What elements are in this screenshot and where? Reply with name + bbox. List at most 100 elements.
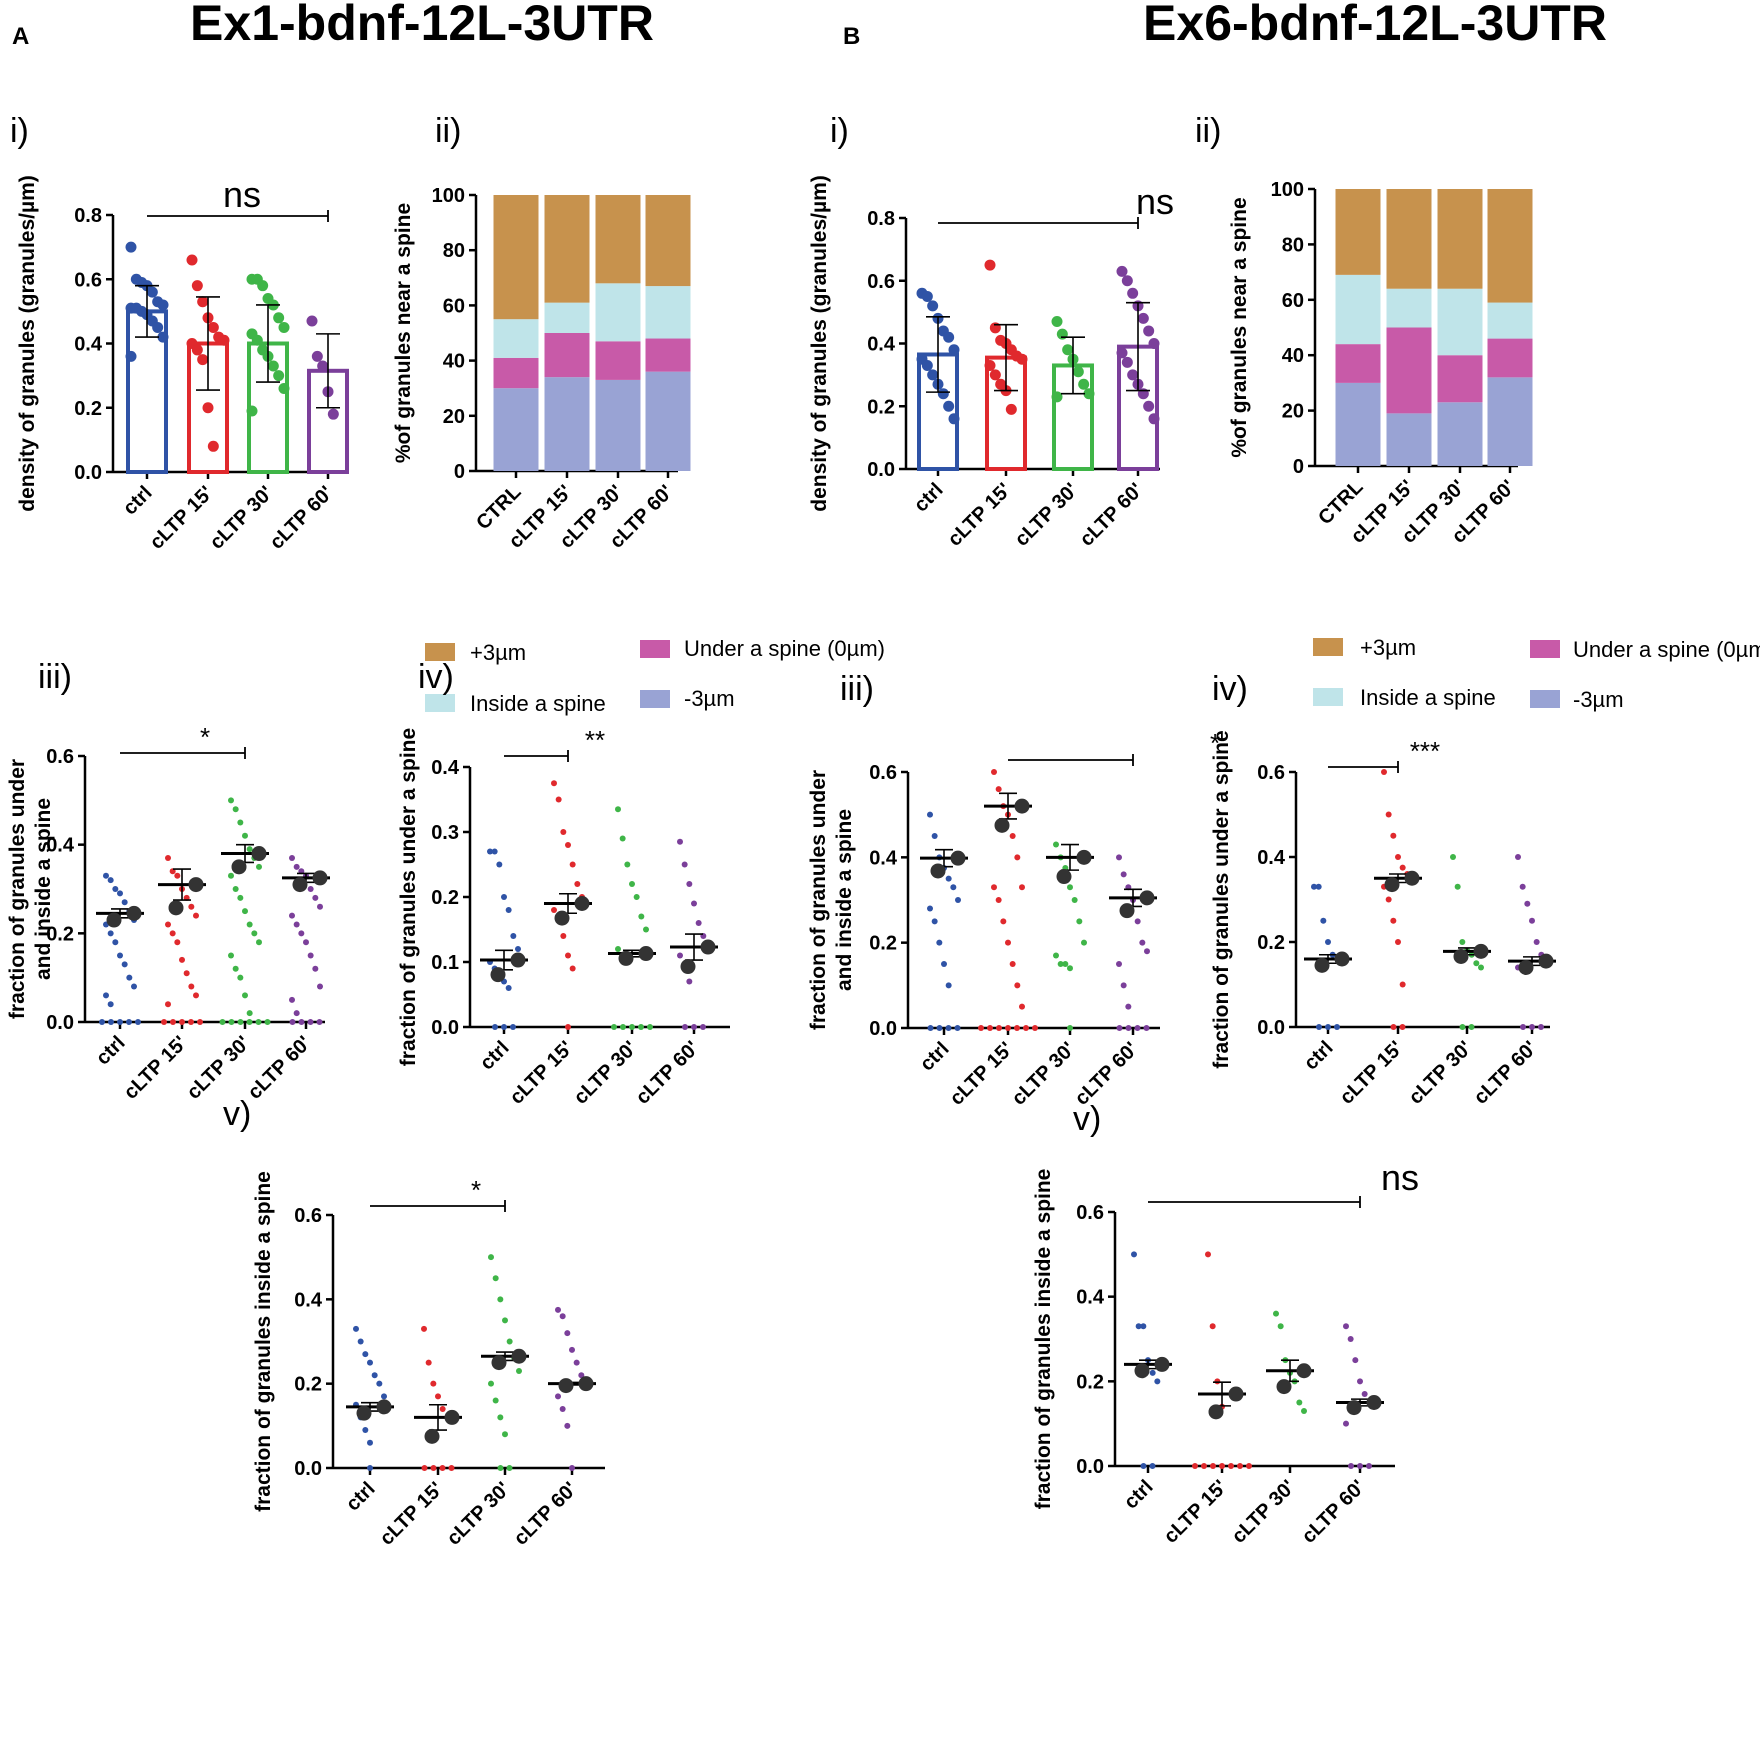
stack-segment — [544, 195, 590, 303]
data-point — [1005, 403, 1017, 415]
data-point — [367, 1439, 373, 1446]
data-point — [439, 1405, 446, 1412]
data-point — [492, 1397, 499, 1404]
data-point — [257, 280, 269, 292]
data-point — [103, 992, 109, 999]
data-point — [381, 1393, 387, 1400]
data-point — [1201, 1463, 1207, 1469]
mean-marker — [930, 863, 946, 879]
y-tick-label: 40 — [1282, 345, 1304, 367]
data-point — [638, 1024, 644, 1030]
data-point — [488, 1254, 494, 1261]
y-tick-label: 0.2 — [869, 933, 897, 955]
data-point — [1125, 1025, 1132, 1031]
data-point — [1385, 811, 1392, 818]
legend-swatch-inside — [425, 694, 455, 712]
legend-label-inside: Inside a spine — [470, 691, 606, 716]
data-point — [995, 897, 1002, 903]
data-point — [1009, 961, 1016, 967]
data-point — [273, 312, 285, 324]
data-point — [179, 1019, 185, 1025]
data-point — [677, 838, 683, 845]
y-tick-label: 0.6 — [74, 269, 102, 291]
data-point — [228, 1019, 235, 1025]
data-point — [316, 1019, 323, 1025]
data-point — [1348, 1463, 1354, 1469]
stack-segment — [1386, 413, 1432, 466]
mean-marker — [558, 1378, 574, 1394]
data-point — [555, 1306, 561, 1313]
mean-marker — [356, 1405, 372, 1421]
data-point — [1143, 400, 1155, 412]
data-point — [629, 881, 635, 887]
data-point — [1357, 1463, 1363, 1469]
data-point — [165, 921, 171, 928]
data-point — [1014, 1025, 1020, 1031]
data-point — [179, 956, 185, 963]
data-point — [1072, 366, 1084, 378]
legend-label-under: Under a spine (0µm) — [684, 636, 885, 661]
y-tick-label: 0.0 — [294, 1458, 322, 1480]
data-point — [448, 1465, 455, 1471]
data-point — [165, 854, 171, 861]
data-point — [559, 1313, 566, 1320]
data-point — [921, 359, 933, 371]
data-point — [943, 400, 955, 412]
data-point — [1390, 917, 1397, 924]
y-tick-label: 0.0 — [74, 462, 102, 484]
data-point — [312, 894, 319, 901]
y-axis-label: fraction of granules under — [6, 759, 29, 1019]
data-point — [1134, 918, 1141, 925]
data-point — [497, 1465, 504, 1471]
mean-marker — [578, 1376, 594, 1392]
data-point — [936, 1025, 943, 1031]
chart-b-v: 0.0 0.2 0.4 0.6 ctrl cLTP 15'cLTP 30'cLTP 60'… — [1032, 1100, 1419, 1548]
data-point — [686, 881, 693, 887]
data-point — [1214, 1378, 1221, 1385]
data-point — [273, 370, 285, 382]
y-tick-label: 0 — [454, 461, 465, 483]
y-tick-label: 0.4 — [867, 334, 896, 356]
subpanel-label: ii) — [435, 112, 461, 150]
data-point — [1219, 1463, 1225, 1469]
subpanel-label: i) — [10, 112, 29, 150]
mean-marker — [700, 939, 716, 955]
data-point — [510, 1024, 516, 1030]
data-point — [516, 1368, 522, 1375]
data-point — [1140, 1323, 1147, 1330]
mean-marker — [376, 1399, 392, 1415]
data-point — [353, 1325, 359, 1332]
mean-marker — [1076, 849, 1092, 865]
data-point — [1120, 982, 1127, 989]
subpanel-label: v) — [1073, 1100, 1101, 1138]
mean-marker — [1314, 957, 1330, 973]
data-point — [191, 344, 203, 356]
data-point — [169, 930, 176, 937]
stack-segment — [1335, 189, 1381, 275]
data-point — [1519, 883, 1526, 890]
y-tick-label: 100 — [1271, 179, 1304, 201]
data-point — [298, 930, 305, 937]
data-point — [931, 918, 938, 925]
x-category-label: cLTP 60' — [632, 1037, 704, 1109]
y-tick-label: 0.0 — [431, 1017, 459, 1039]
data-point — [1125, 1003, 1132, 1010]
data-point — [228, 872, 234, 879]
data-point — [633, 894, 640, 900]
subpanel-label: i) — [830, 112, 849, 150]
data-point — [564, 1422, 571, 1429]
data-point — [1051, 391, 1063, 403]
legend-swatch-inside — [1313, 688, 1343, 706]
data-point — [1524, 900, 1531, 907]
data-point — [1459, 1024, 1466, 1030]
data-point — [1529, 917, 1535, 924]
mean-marker — [188, 877, 204, 893]
data-point — [620, 1024, 626, 1030]
y-axis-label: density of granules (granules/µm) — [808, 175, 831, 512]
data-point — [307, 952, 314, 959]
data-point — [170, 1019, 176, 1025]
data-point — [1296, 1399, 1303, 1406]
